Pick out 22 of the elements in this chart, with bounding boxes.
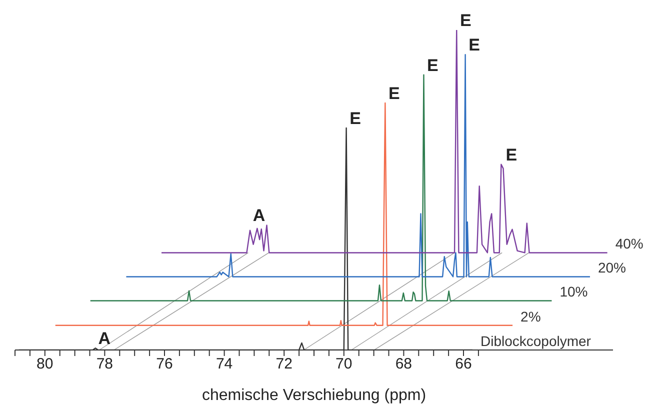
series-label: 10% [560, 284, 588, 300]
annotation: E [427, 56, 438, 75]
series-label: Diblockcopolymer [480, 333, 592, 349]
x-tick-label: 78 [96, 356, 114, 373]
x-tick-label: 66 [455, 356, 472, 373]
x-tick-label: 70 [336, 356, 352, 373]
series-label: 20% [598, 260, 626, 276]
x-tick-label: 80 [36, 356, 54, 373]
x-tick-label: 74 [216, 356, 233, 373]
annotation: E [468, 36, 480, 55]
x-tick-label: 72 [276, 356, 292, 373]
series-label: 2% [520, 308, 541, 324]
annotation: E [506, 145, 518, 164]
annotation: E [388, 84, 400, 103]
x-tick-label: 68 [395, 356, 412, 373]
annotation: A [252, 206, 266, 226]
x-axis-title: chemische Verschiebung (ppm) [202, 387, 426, 404]
series-label: 40% [615, 236, 644, 252]
annotation: E [350, 108, 361, 128]
x-tick-label: 76 [156, 356, 173, 373]
annotation: A [98, 329, 111, 348]
annotation: E [460, 11, 472, 30]
